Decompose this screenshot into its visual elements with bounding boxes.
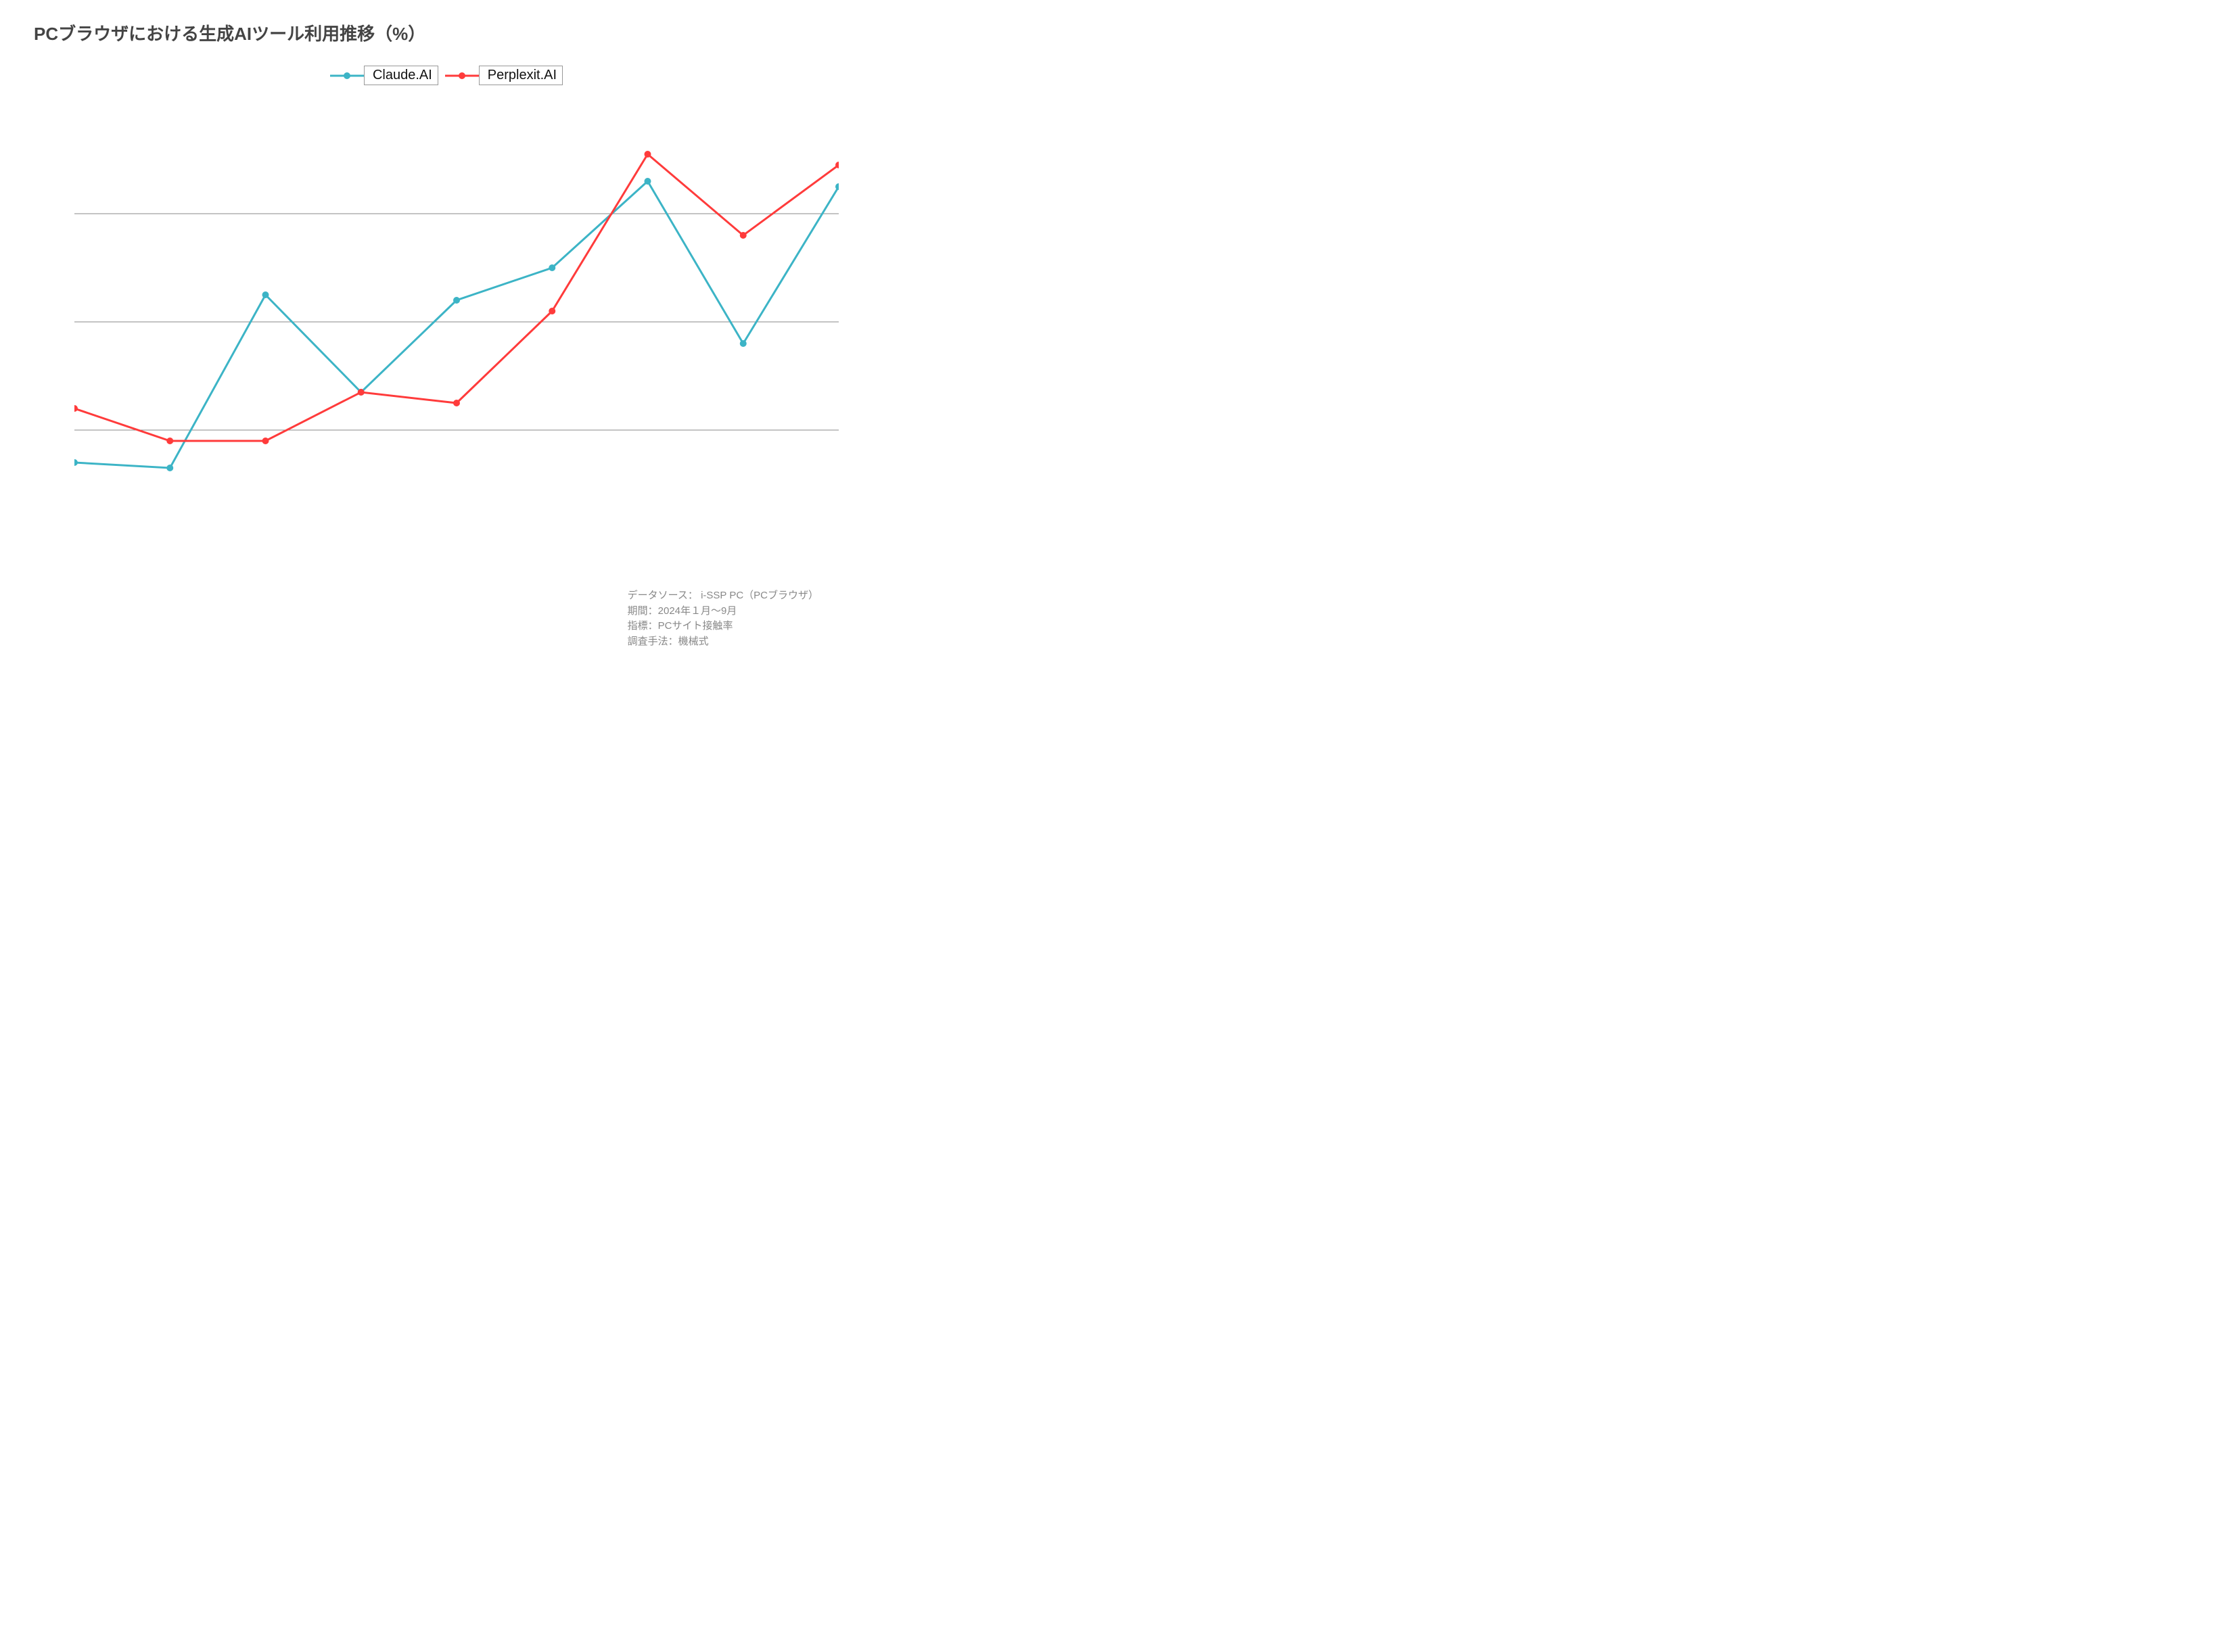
footer-notes: データソース： i-SSP PC（PCブラウザ） 期間：2024年１月～9月 指… — [628, 588, 818, 649]
series-marker — [358, 389, 365, 396]
series-marker — [835, 183, 839, 190]
series-marker — [740, 340, 747, 347]
series-marker — [262, 438, 269, 444]
chart-title: PCブラウザにおける生成AIツール利用推移（%） — [14, 14, 879, 45]
series-marker — [645, 178, 651, 185]
footer-line-period: 期間：2024年１月～9月 — [628, 604, 818, 619]
footer-line-method: 調査手法：機械式 — [628, 634, 818, 650]
series-marker — [549, 264, 555, 271]
legend-swatch-perplexity — [445, 69, 479, 82]
series-marker — [74, 459, 78, 466]
series-marker — [74, 405, 78, 412]
series-marker — [740, 232, 747, 239]
plot-area — [74, 105, 839, 538]
legend-item-perplexity: Perplexit.AI — [445, 66, 563, 85]
legend-swatch-claude — [330, 69, 364, 82]
series-line — [74, 181, 839, 468]
legend-box-perplexity: Perplexit.AI — [479, 66, 563, 85]
legend-item-claude: Claude.AI — [330, 66, 438, 85]
footer-line-source: データソース： i-SSP PC（PCブラウザ） — [628, 588, 818, 604]
legend-box-claude: Claude.AI — [364, 66, 438, 85]
series-marker — [166, 465, 173, 471]
series-marker — [549, 308, 555, 314]
series-marker — [453, 297, 460, 304]
legend: Claude.AI Perplexit.AI — [14, 66, 879, 85]
legend-label-perplexity: Perplexit.AI — [488, 68, 557, 83]
footer-line-metric: 指標：PCサイト接触率 — [628, 619, 818, 634]
legend-label-claude: Claude.AI — [373, 68, 432, 83]
series-marker — [166, 438, 173, 444]
series-marker — [645, 151, 651, 158]
plot-svg — [74, 105, 839, 538]
series-marker — [262, 291, 269, 298]
chart-container: PCブラウザにおける生成AIツール利用推移（%） Claude.AI Perpl… — [14, 14, 879, 663]
series-marker — [453, 400, 460, 406]
